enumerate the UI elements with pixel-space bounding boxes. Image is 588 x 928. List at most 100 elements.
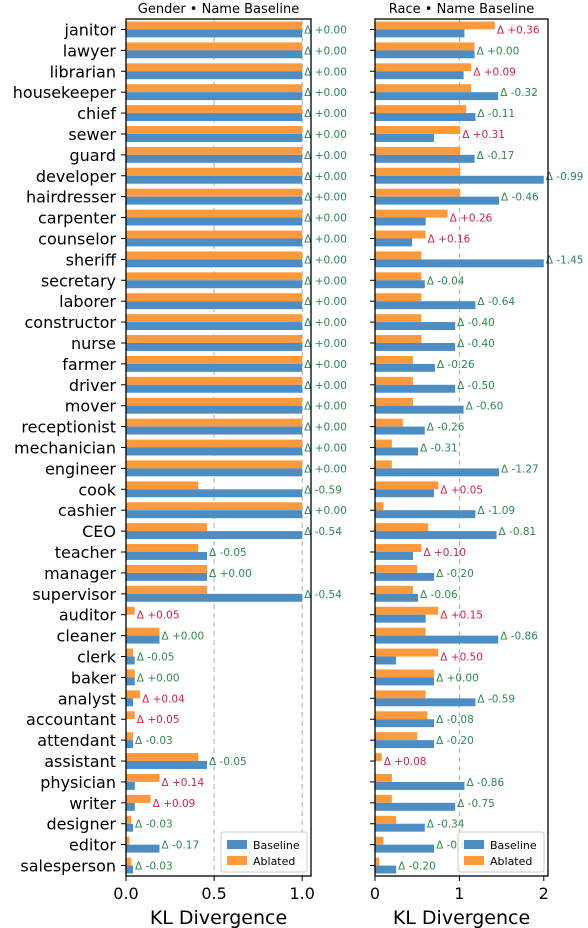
delta-label: Δ +0.05 [440, 484, 483, 496]
category-label: editor [69, 836, 117, 855]
ablated-bar [375, 84, 472, 93]
ablated-bar [126, 355, 303, 364]
baseline-bar [126, 50, 303, 59]
delta-label: Δ -0.60 [466, 401, 504, 413]
legend-label-ablated: Ablated [490, 855, 532, 868]
delta-label: Δ +0.00 [209, 568, 252, 580]
ablated-bar [126, 126, 303, 134]
baseline-bar [375, 781, 465, 790]
baseline-bar [126, 510, 303, 519]
baseline-bar [126, 447, 303, 456]
category-label: constructor [25, 313, 117, 332]
baseline-bar [375, 698, 476, 707]
delta-label: Δ +0.05 [137, 714, 180, 726]
ablated-bar [375, 460, 392, 469]
category-label: auditor [59, 606, 117, 625]
category-label: lawyer [63, 41, 117, 60]
delta-label: Δ -0.17 [477, 150, 515, 162]
ablated-bar [126, 439, 303, 448]
ablated-bar [375, 564, 418, 573]
ablated-bar [375, 21, 495, 30]
ablated-bar [126, 105, 303, 114]
baseline-bar [375, 677, 435, 686]
baseline-bar [126, 322, 303, 331]
ablated-bar [375, 105, 467, 114]
category-label: analyst [58, 689, 116, 708]
baseline-bar [375, 301, 476, 310]
delta-label: Δ -0.04 [427, 275, 465, 287]
ablated-bar [375, 188, 461, 197]
delta-label: Δ -0.59 [304, 484, 342, 496]
category-label: farmer [62, 355, 116, 374]
baseline-bar [375, 280, 425, 289]
ablated-bar [126, 418, 303, 427]
delta-label: Δ +0.00 [304, 505, 347, 517]
delta-label: Δ +0.08 [384, 756, 427, 768]
ablated-bar [126, 544, 199, 553]
category-label: clerk [77, 648, 117, 667]
delta-label: Δ -0.50 [457, 380, 495, 392]
delta-label: Δ +0.36 [497, 24, 540, 36]
ablated-bar [126, 397, 303, 406]
category-label: assistant [44, 752, 116, 771]
baseline-bar [375, 865, 397, 874]
ablated-bar [375, 711, 428, 720]
ablated-bar [375, 355, 413, 364]
delta-label: Δ -0.20 [436, 568, 474, 580]
ablated-bar [126, 753, 199, 762]
delta-label: Δ -0.17 [161, 840, 199, 852]
delta-label: Δ +0.00 [304, 108, 347, 120]
x-tick-label: 1.0 [289, 884, 314, 903]
ablated-bar [375, 272, 422, 281]
baseline-bar [126, 92, 303, 101]
delta-label: Δ +0.31 [462, 129, 505, 141]
ablated-bar [375, 42, 475, 51]
category-label: accountant [26, 710, 116, 729]
baseline-bar [126, 29, 303, 38]
baseline-bar [375, 113, 476, 122]
baseline-bar [126, 844, 160, 853]
baseline-bar [126, 802, 135, 811]
baseline-bar [375, 447, 419, 456]
ablated-bar [126, 146, 303, 155]
baseline-bar [126, 677, 135, 686]
delta-label: Δ -0.34 [427, 819, 465, 831]
baseline-bar [126, 405, 303, 414]
delta-label: Δ -0.03 [135, 819, 173, 831]
delta-label: Δ -0.64 [477, 296, 515, 308]
delta-label: Δ +0.05 [137, 610, 180, 622]
delta-label: Δ -0.86 [500, 631, 538, 643]
baseline-bar [375, 238, 413, 247]
ablated-bar [126, 376, 303, 385]
delta-label: Δ -0.54 [304, 589, 342, 601]
ablated-bar [126, 481, 199, 490]
ablated-bar [126, 585, 208, 594]
ablated-bar [375, 794, 392, 803]
category-label: cashier [58, 501, 116, 520]
delta-label: Δ +0.00 [477, 45, 520, 57]
ablated-bar [126, 502, 303, 511]
category-label: salesperson [20, 857, 116, 876]
ablated-bar [375, 439, 392, 448]
ablated-bar [126, 836, 130, 845]
delta-label: Δ +0.10 [423, 547, 466, 559]
delta-label: Δ -0.05 [137, 652, 175, 664]
ablated-bar [126, 251, 303, 260]
ablated-bar [126, 335, 303, 343]
baseline-bar [375, 572, 435, 581]
category-label: guard [69, 146, 116, 165]
delta-label: Δ -0.05 [209, 756, 247, 768]
baseline-bar [375, 552, 413, 560]
ablated-bar [375, 773, 392, 782]
category-label: hairdresser [26, 188, 116, 207]
baseline-bar [126, 154, 303, 163]
baseline-bar [126, 552, 208, 560]
delta-label: Δ +0.00 [137, 672, 180, 684]
baseline-bar [375, 322, 456, 331]
category-label: cook [78, 480, 116, 499]
baseline-bar [375, 468, 500, 477]
delta-label: Δ +0.00 [304, 129, 347, 141]
category-label: mechanician [14, 439, 116, 458]
category-label: baker [71, 668, 117, 687]
ablated-bar [375, 669, 435, 678]
